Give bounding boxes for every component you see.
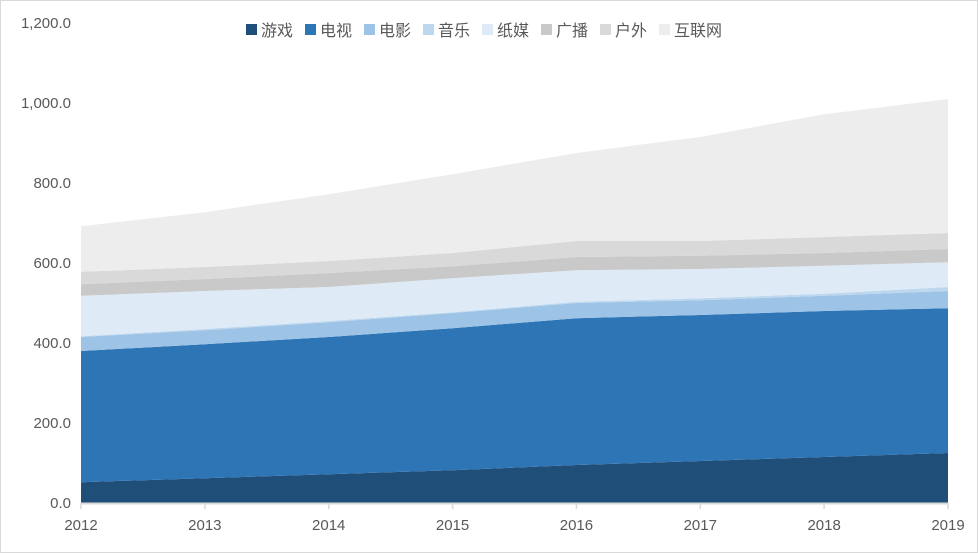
area-series-5	[81, 249, 948, 296]
x-tick-label: 2014	[312, 517, 345, 534]
legend-label-7: 互联网	[674, 21, 722, 40]
x-tick-label: 2016	[560, 517, 593, 534]
x-tick-label: 2013	[188, 517, 221, 534]
x-tick-label: 2018	[807, 517, 840, 534]
legend-swatch-2	[364, 24, 375, 35]
y-tick-label: 400.0	[33, 335, 71, 352]
legend-label-0: 游戏	[261, 21, 293, 40]
area-series-7	[81, 99, 948, 272]
legend-swatch-5	[541, 24, 552, 35]
legend-label-4: 纸媒	[497, 21, 529, 40]
y-tick-label: 200.0	[33, 415, 71, 432]
legend-swatch-3	[423, 24, 434, 35]
legend-label-2: 电影	[379, 21, 411, 40]
area-series-2	[81, 291, 948, 351]
x-tick-label: 2015	[436, 517, 469, 534]
area-series-6	[81, 233, 948, 285]
legend-label-6: 户外	[615, 21, 647, 40]
legend-label-5: 广播	[556, 21, 588, 40]
y-tick-label: 1,000.0	[21, 95, 71, 112]
y-tick-label: 800.0	[33, 175, 71, 192]
legend-swatch-6	[600, 24, 611, 35]
legend-swatch-4	[482, 24, 493, 35]
area-series-4	[81, 262, 948, 337]
x-tick-label: 2017	[684, 517, 717, 534]
y-tick-label: 600.0	[33, 255, 71, 272]
legend-swatch-1	[305, 24, 316, 35]
legend-swatch-7	[659, 24, 670, 35]
legend-label-1: 电视	[320, 21, 352, 40]
x-tick-label: 2012	[64, 517, 97, 534]
y-tick-label: 0.0	[50, 495, 71, 512]
y-tick-label: 1,200.0	[21, 15, 71, 32]
legend-swatch-0	[246, 24, 257, 35]
area-series-3	[81, 287, 948, 337]
x-tick-label: 2019	[931, 517, 964, 534]
area-series-1	[81, 308, 948, 483]
area-series-0	[81, 453, 948, 503]
legend-label-3: 音乐	[438, 21, 470, 40]
